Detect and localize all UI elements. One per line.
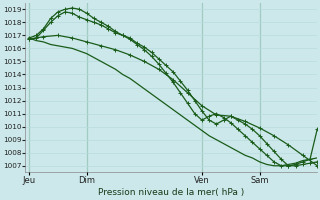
X-axis label: Pression niveau de la mer( hPa ): Pression niveau de la mer( hPa ) xyxy=(98,188,244,197)
